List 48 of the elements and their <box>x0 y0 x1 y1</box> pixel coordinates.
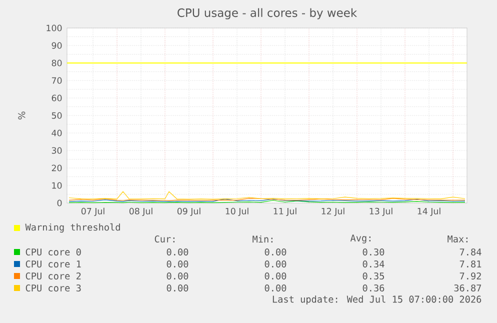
text: 0.35 <box>362 272 384 280</box>
text: 0.00 <box>166 284 188 292</box>
text: 0.34 <box>362 260 384 268</box>
y-tick-label: 0 <box>57 200 62 206</box>
y-tick-label: 30 <box>52 147 62 154</box>
y-tick-label: 70 <box>52 77 62 84</box>
text: 7.84 <box>460 248 482 256</box>
chart-title: CPU usage - all cores - by week <box>178 8 358 20</box>
text: 7.92 <box>460 272 481 280</box>
text: 7.81 <box>460 260 482 268</box>
legend-label: CPU core 1 <box>26 260 81 268</box>
text: Last update: Wed Jul 15 07:00:00 2026 <box>272 295 482 305</box>
text: Cur: <box>154 235 174 243</box>
legend-label: Warning threshold <box>25 223 120 233</box>
text: Avg: <box>350 234 370 244</box>
y-tick-label: 10 <box>52 182 62 189</box>
y-tick-label: 20 <box>52 164 62 172</box>
text: Max: <box>448 236 468 242</box>
x-tick-label: 07 Jul <box>81 208 104 216</box>
y-tick-label: 60 <box>52 94 62 102</box>
text: 36.87 <box>454 284 482 292</box>
y-tick-label: 80 <box>52 60 62 66</box>
y-tick-label: 90 <box>52 42 62 49</box>
x-tick-label: 11 Jul <box>274 208 296 216</box>
x-tick-label: 14 Jul <box>418 208 440 216</box>
text: 0.00 <box>166 248 188 256</box>
text: 0.00 <box>166 260 188 268</box>
line-series <box>68 191 466 200</box>
y-tick-label: 50 <box>52 112 62 119</box>
text: 0.00 <box>264 248 286 256</box>
x-tick-label: 08 Jul <box>129 208 152 216</box>
x-tick-label: 10 Jul <box>226 208 248 216</box>
y-tick-label: 40 <box>52 130 62 136</box>
text: 0.00 <box>166 272 188 280</box>
legend-label: CPU core 0 <box>26 248 81 256</box>
x-tick-label: 09 Jul <box>177 208 200 216</box>
legend-label: CPU core 3 <box>26 284 81 292</box>
text: 0.36 <box>362 284 384 292</box>
x-tick-label: 13 Jul <box>370 208 392 216</box>
text: Min: <box>252 235 272 243</box>
x-tick-label: 12 Jul <box>322 208 344 216</box>
text: 0.00 <box>264 260 286 268</box>
legend-label: CPU core 2 <box>26 272 81 280</box>
text: 0.00 <box>264 272 286 280</box>
y-tick-label: 100 <box>46 24 62 32</box>
y-axis-title: % <box>18 112 26 120</box>
text: 0.30 <box>362 248 384 256</box>
text: 0.00 <box>264 284 286 292</box>
